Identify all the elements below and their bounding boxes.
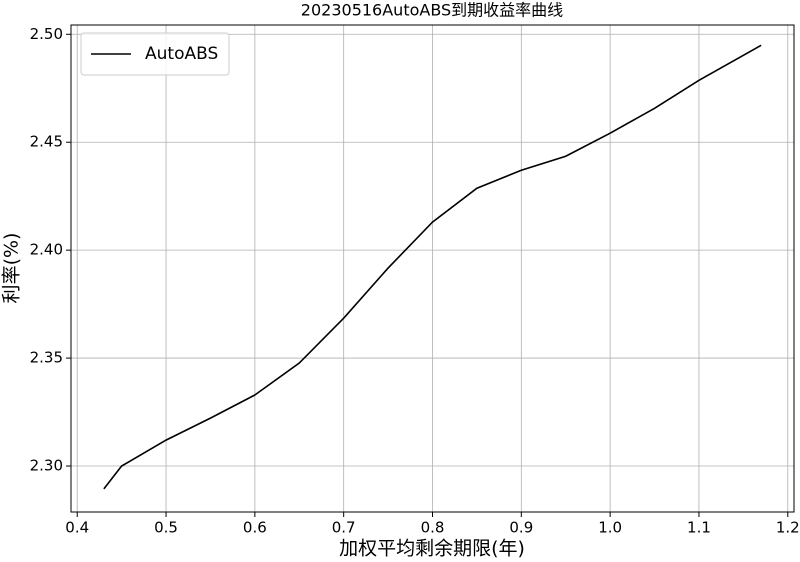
x-tick-label: 0.7 <box>332 519 356 537</box>
y-tick-label: 2.45 <box>30 133 63 151</box>
y-tick-label: 2.35 <box>30 349 63 367</box>
x-tick-label: 0.9 <box>509 519 533 537</box>
x-tick-label: 1.0 <box>598 519 622 537</box>
x-axis-label: 加权平均剩余期限(年) <box>339 538 525 560</box>
x-tick-label: 1.1 <box>687 519 711 537</box>
legend-label: AutoABS <box>145 44 218 64</box>
line-series <box>103 44 762 490</box>
plot-frame <box>70 24 795 513</box>
y-axis-label: 利率(%) <box>1 233 23 304</box>
chart-title: 20230516AutoABS到期收益率曲线 <box>301 1 563 20</box>
x-tick-label: 0.6 <box>243 519 267 537</box>
y-tick-label: 2.40 <box>30 241 63 259</box>
x-tick-label: 0.4 <box>65 519 89 537</box>
y-tick-label: 2.50 <box>30 25 63 43</box>
x-tick-label: 0.5 <box>154 519 178 537</box>
legend-box <box>80 32 230 76</box>
x-tick-label: 0.8 <box>421 519 445 537</box>
x-tick-label: 1.2 <box>776 519 800 537</box>
y-tick-label: 2.30 <box>30 457 63 475</box>
